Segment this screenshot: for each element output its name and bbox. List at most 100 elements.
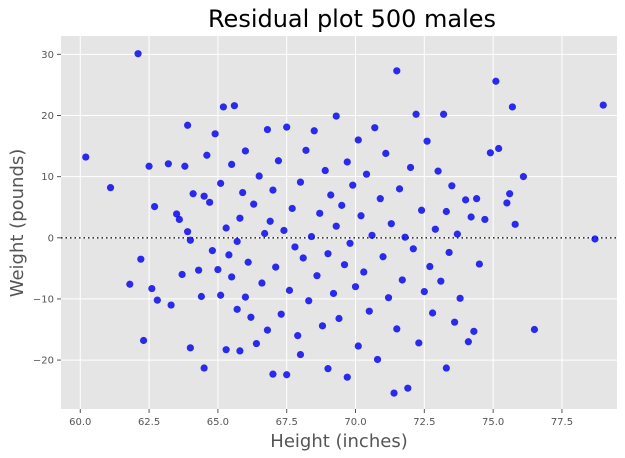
data-point (258, 279, 266, 287)
data-point (467, 213, 475, 221)
data-point (338, 201, 346, 209)
data-point (148, 284, 156, 293)
data-point (307, 232, 316, 241)
data-point (462, 196, 470, 204)
data-point (239, 188, 247, 197)
data-point (228, 160, 236, 169)
data-point (310, 127, 318, 135)
data-point (139, 336, 148, 345)
data-point (434, 167, 442, 175)
data-point (384, 294, 393, 302)
data-point (206, 198, 214, 206)
data-point (453, 230, 461, 238)
x-tick-label: 72.5 (413, 417, 435, 428)
y-axis-ticks: −20 −10 0 10 20 30 (33, 50, 61, 367)
data-point (318, 322, 327, 330)
data-point (186, 236, 194, 244)
y-tick-label: 30 (41, 50, 54, 61)
data-point (368, 231, 376, 239)
data-point (222, 346, 230, 354)
data-point (599, 101, 607, 109)
data-point (178, 270, 186, 279)
data-point (294, 332, 302, 340)
data-point (335, 314, 343, 323)
data-point (475, 260, 483, 268)
data-point (266, 217, 274, 225)
x-tick-label: 70.0 (344, 417, 366, 428)
data-point (332, 222, 340, 230)
data-point (371, 124, 379, 132)
data-point (448, 182, 456, 190)
data-point (217, 291, 225, 299)
data-point (302, 146, 310, 154)
data-point (263, 125, 272, 134)
data-point (395, 185, 404, 193)
data-point (451, 318, 459, 326)
data-point (343, 158, 351, 166)
data-point (255, 172, 263, 180)
data-point (82, 153, 90, 161)
data-point (219, 103, 227, 111)
data-point (274, 157, 283, 165)
data-point (203, 151, 211, 159)
data-point (415, 339, 423, 347)
data-point (288, 204, 296, 213)
x-tick-label: 75.0 (482, 417, 504, 428)
data-point (365, 307, 373, 315)
data-point (175, 215, 183, 224)
data-point (349, 181, 357, 189)
data-point (417, 206, 426, 214)
data-point (305, 297, 313, 305)
data-point (236, 347, 244, 355)
data-point (506, 190, 514, 198)
data-point (186, 344, 194, 352)
data-point (387, 220, 395, 228)
data-point (404, 384, 412, 392)
data-point (382, 149, 390, 158)
data-point (164, 160, 172, 168)
data-point (473, 195, 481, 203)
data-point (214, 265, 222, 274)
data-point (247, 313, 255, 321)
data-point (508, 103, 517, 111)
data-point (321, 166, 329, 175)
data-point (197, 292, 205, 301)
data-point (272, 263, 280, 271)
y-tick-label: −20 (33, 356, 54, 367)
data-point (357, 212, 365, 220)
data-point (244, 258, 252, 266)
data-point (145, 162, 153, 170)
data-point (398, 276, 406, 284)
data-point (283, 371, 291, 379)
data-point (390, 389, 398, 397)
data-point (241, 147, 250, 155)
data-point (428, 309, 437, 317)
y-tick-label: −10 (33, 294, 54, 305)
data-point (296, 178, 305, 186)
data-point (340, 261, 349, 269)
data-point (236, 214, 244, 222)
data-point (492, 77, 500, 85)
data-point (261, 229, 269, 238)
data-point (189, 190, 197, 198)
x-tick-label: 67.5 (276, 417, 298, 428)
y-tick-label: 10 (41, 172, 54, 183)
data-point (316, 209, 324, 217)
data-point (376, 195, 384, 203)
data-point (241, 293, 250, 301)
data-point (285, 286, 294, 294)
data-point (217, 179, 225, 187)
data-point (208, 247, 216, 255)
data-point (343, 373, 351, 381)
chart-title: Residual plot 500 males (208, 5, 496, 33)
data-point (291, 243, 299, 251)
data-point (437, 277, 445, 285)
data-point (495, 144, 503, 153)
data-point (283, 123, 291, 131)
data-point (200, 192, 208, 200)
data-point (269, 186, 277, 194)
data-point (486, 149, 494, 157)
data-point (360, 268, 368, 276)
data-point (373, 355, 382, 364)
data-point (442, 207, 450, 216)
